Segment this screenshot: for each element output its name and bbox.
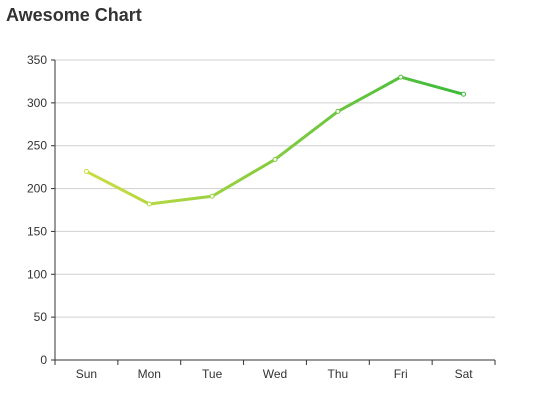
x-tick-label: Wed [263,367,287,381]
x-tick-label: Fri [394,367,408,381]
data-point-tue[interactable] [209,193,215,199]
x-tick-label: Sat [455,367,474,381]
y-tick-label: 350 [27,53,47,67]
data-point-sun[interactable] [83,168,89,174]
data-point-thu[interactable] [335,108,341,114]
chart-title: Awesome Chart [6,5,142,25]
y-tick-label: 200 [27,182,47,196]
y-tick-label: 50 [34,310,48,324]
x-tick-label: Tue [202,367,223,381]
y-tick-label: 100 [27,267,47,281]
y-tick-label: 150 [27,224,47,238]
data-point-sat[interactable] [461,91,467,97]
x-tick-label: Thu [328,367,349,381]
x-tick-label: Sun [76,367,97,381]
y-tick-label: 300 [27,96,47,110]
x-tick-label: Mon [138,367,161,381]
y-tick-label: 250 [27,139,47,153]
y-tick-label: 0 [40,353,47,367]
series-line [84,75,466,206]
data-point-fri[interactable] [398,74,404,80]
data-point-wed[interactable] [272,156,278,162]
data-point-mon[interactable] [146,201,152,207]
